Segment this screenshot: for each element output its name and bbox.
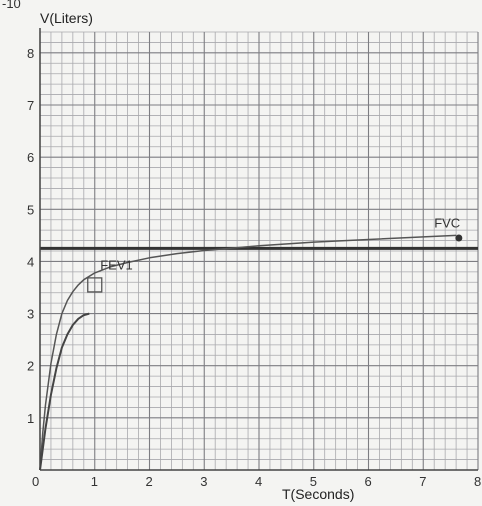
y-tick-label: 2	[27, 359, 34, 374]
x-tick-label: 3	[200, 474, 207, 489]
x-tick-label: 6	[365, 474, 372, 489]
y-tick-label: 8	[27, 46, 34, 61]
series-layer	[39, 234, 478, 471]
x-tick-label: 4	[255, 474, 262, 489]
x-tick-label: 8	[474, 474, 481, 489]
y-tick-label: 3	[27, 307, 34, 322]
major-grid	[39, 32, 479, 471]
series-line	[39, 234, 457, 471]
x-tick-labels: 0 1 2 3 4 5 6 7 8	[32, 474, 481, 489]
annotation-dot-marker	[455, 234, 463, 242]
x-tick-label: 0	[32, 474, 39, 489]
y-axis-title: V(Liters)	[40, 10, 93, 26]
y-tick-label: 1	[27, 411, 34, 426]
y-tick-label: 6	[27, 150, 34, 165]
x-tick-label: 5	[310, 474, 317, 489]
x-tick-label: 7	[419, 474, 426, 489]
y-tick-label: 4	[27, 254, 34, 269]
y-tick-label: 7	[27, 98, 34, 113]
y-tick-labels: 1 2 3 4 5 6 7 8	[27, 46, 34, 426]
corner-label: -10	[2, 0, 21, 11]
annotation-label: FEV1	[100, 257, 133, 272]
annotation-square-marker	[87, 277, 103, 293]
annotations: FEV1 FVC	[87, 216, 463, 293]
y-tick-label: 5	[27, 202, 34, 217]
x-tick-label: 2	[146, 474, 153, 489]
annotation-label: FVC	[434, 216, 460, 231]
x-axis-title: T(Seconds)	[282, 486, 354, 502]
series-line	[39, 312, 90, 471]
x-tick-label: 1	[91, 474, 98, 489]
